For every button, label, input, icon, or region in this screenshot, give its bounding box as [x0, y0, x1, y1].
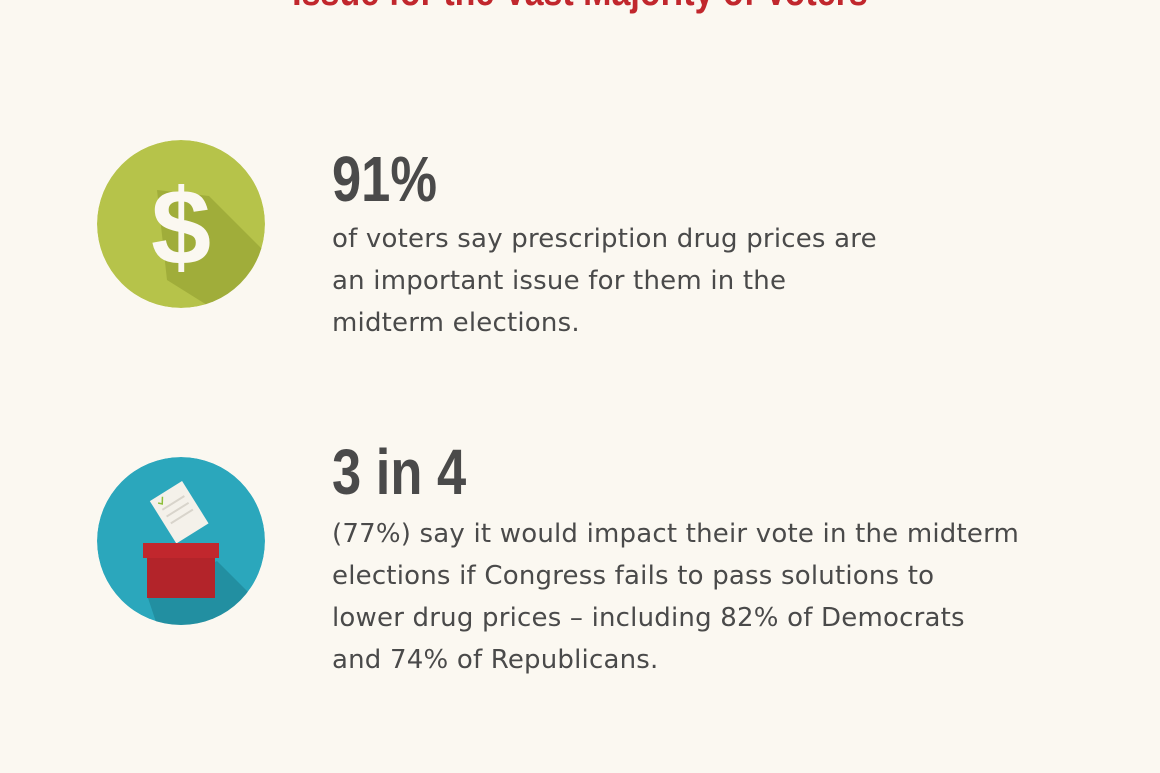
stat-description-line: lower drug prices – including 82% of Dem…	[332, 603, 965, 633]
stat-description-line: of voters say prescription drug prices a…	[332, 224, 877, 254]
stat-block-vote-impact: 3 in 4 (77%) say it would impact their v…	[0, 436, 1160, 690]
stat-description-line: midterm elections.	[332, 308, 580, 338]
stat-figure: 91%	[332, 143, 438, 215]
stat-figure: 3 in 4	[332, 436, 467, 508]
stat-description-line: and 74% of Republicans.	[332, 645, 659, 675]
stat-block-prices: $ 91% of voters say prescription drug pr…	[0, 140, 1160, 340]
svg-text:$: $	[151, 166, 211, 287]
stat-description: (77%) say it would impact their vote in …	[332, 513, 1019, 681]
page-title: Issue for the Vast Majority of Voters	[87, 0, 1073, 20]
stat-description-line: (77%) say it would impact their vote in …	[332, 519, 1020, 549]
dollar-sign-icon: $	[97, 140, 265, 308]
stat-description: of voters say prescription drug prices a…	[332, 218, 877, 344]
stat-description-line: elections if Congress fails to pass solu…	[332, 561, 935, 591]
ballot-box-icon	[97, 457, 265, 625]
stat-description-line: an important issue for them in the	[332, 266, 787, 296]
